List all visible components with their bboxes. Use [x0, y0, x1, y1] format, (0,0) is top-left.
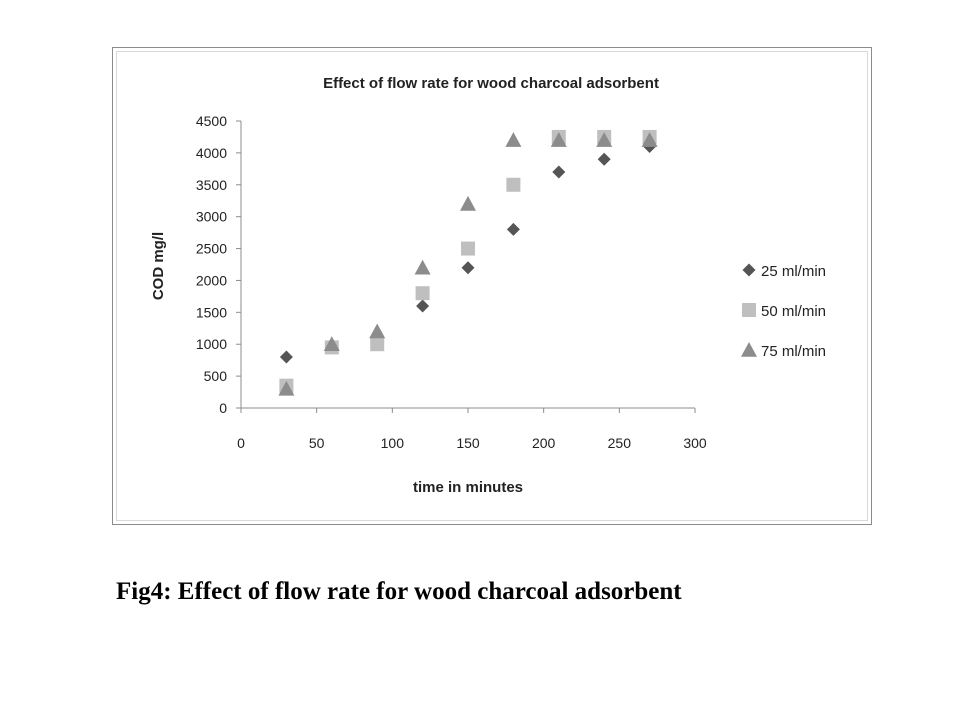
y-tick-label: 2500 [196, 241, 227, 257]
legend-label: 75 ml/min [761, 343, 826, 360]
y-tick-label: 1500 [196, 304, 227, 320]
data-point [461, 241, 475, 256]
data-point [505, 132, 522, 147]
y-tick-label: 4000 [196, 145, 227, 161]
y-tick-label: 3500 [196, 177, 227, 193]
x-tick-label: 150 [456, 435, 480, 451]
data-point [460, 195, 476, 211]
legend: 25 ml/min 50 ml/min 75 ml/min [741, 263, 826, 360]
y-tick-label: 0 [219, 400, 227, 416]
data-point [506, 177, 521, 192]
data-point [414, 259, 431, 275]
data-point [641, 132, 658, 147]
data-point [550, 132, 567, 147]
data-point [597, 152, 611, 166]
axes: 0 500 1000 1500 2000 2500 3000 3500 4000 4500 0 50 1… [196, 113, 707, 451]
y-tick-label: 500 [204, 368, 228, 384]
legend-label: 25 ml/min [761, 263, 826, 280]
legend-marker [742, 303, 756, 317]
data-point [461, 261, 475, 275]
y-tick-label: 1000 [196, 336, 227, 352]
x-tick-label: 50 [309, 435, 325, 451]
x-tick-label: 100 [381, 435, 405, 451]
data-point [370, 337, 385, 352]
legend-label: 50 ml/min [761, 303, 826, 320]
data-point [416, 299, 430, 313]
data-points [278, 129, 658, 396]
y-tick-label: 3000 [196, 209, 227, 225]
data-point [552, 165, 566, 179]
scatter-chart: Effect of flow rate for wood charcoal ad… [150, 75, 826, 496]
data-point [279, 350, 293, 364]
x-tick-label: 200 [532, 435, 556, 451]
y-tick-label: 2000 [196, 272, 227, 288]
y-axis-title: COD mg/l [150, 232, 167, 300]
legend-marker [741, 342, 757, 357]
data-point [415, 286, 430, 301]
legend-marker [742, 263, 756, 277]
y-tick-label: 4500 [196, 113, 227, 129]
data-point [369, 323, 386, 339]
data-point [278, 380, 295, 396]
data-point [323, 336, 340, 352]
chart-frame: Effect of flow rate for wood charcoal ad… [112, 47, 872, 525]
data-point [596, 132, 613, 147]
x-tick-label: 250 [608, 435, 632, 451]
figure-caption: Fig4: Effect of flow rate for wood charc… [116, 578, 682, 605]
x-axis-title: time in minutes [413, 479, 523, 496]
chart-title: Effect of flow rate for wood charcoal ad… [323, 75, 659, 92]
x-tick-label: 0 [237, 435, 245, 451]
x-tick-label: 300 [683, 435, 707, 451]
data-point [506, 222, 520, 236]
